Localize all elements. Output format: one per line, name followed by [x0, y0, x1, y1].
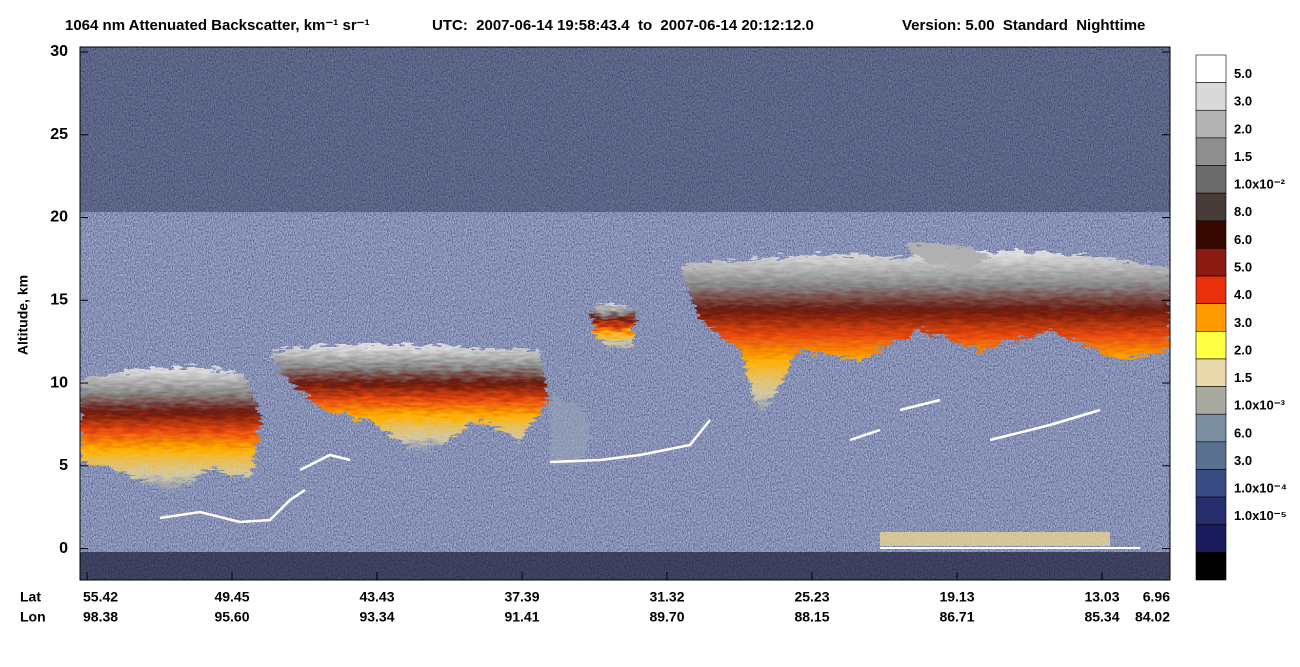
subsurface [80, 552, 1170, 580]
colorbar-swatch [1195, 109, 1227, 139]
colorbar-swatch [1195, 165, 1227, 194]
y-tick-label: 30 [50, 43, 68, 60]
cloud-line [549, 419, 711, 464]
colorbar-swatch [1195, 275, 1227, 304]
lon-label: Lon [20, 609, 46, 625]
upper-darkening [80, 47, 1170, 212]
lat-tick-label: 6.96 [1143, 589, 1170, 605]
lon-tick-label: 86.71 [939, 609, 974, 625]
colorbar-swatch [1195, 358, 1227, 387]
colorbar-swatch [1195, 552, 1227, 581]
colorbar-label: 6.0 [1234, 425, 1252, 440]
colorbar-swatch [1195, 413, 1227, 443]
colorbar-label: 5.0 [1234, 66, 1252, 81]
cloud-line [849, 408, 1101, 442]
colorbar-swatch [1195, 248, 1227, 277]
colorbar-swatch [1195, 82, 1227, 111]
colorbar-swatch [1195, 54, 1227, 83]
colorbar-swatch [1195, 220, 1227, 249]
lat-tick-label: 13.03 [1084, 589, 1119, 605]
cloud [80, 367, 262, 495]
lon-tick-label: 93.34 [359, 609, 394, 625]
plot-frame [79, 46, 1171, 581]
y-tick-label: 20 [50, 209, 68, 226]
lon-tick-label: 95.60 [214, 609, 249, 625]
colorbar-swatch [1195, 303, 1227, 332]
lon-tick-label: 85.34 [1084, 609, 1119, 625]
colorbar-label: 4.0 [1234, 287, 1252, 302]
chart-title: 1064 nm Attenuated Backscatter, km⁻¹ sr⁻… [65, 17, 370, 34]
lon-tick-label: 98.38 [83, 609, 118, 625]
colorbar-label: 1.0x10⁻⁴ [1234, 481, 1287, 496]
cloud [680, 250, 1170, 420]
lat-tick-label: 31.32 [649, 589, 684, 605]
colorbar-label: 2.0 [1234, 121, 1252, 136]
y-tick-label: 10 [50, 374, 68, 391]
lat-tick-label: 49.45 [214, 589, 249, 605]
colorbar-label: 1.5 [1234, 370, 1252, 385]
version: Version: 5.00 Standard Nighttime [902, 17, 1145, 34]
lat-tick-label: 55.42 [83, 589, 118, 605]
cloud [900, 243, 990, 270]
colorbar-label: 1.0x10⁻² [1234, 177, 1286, 192]
colorbar-label: 5.0 [1234, 259, 1252, 274]
lat-tick-label: 25.23 [794, 589, 829, 605]
colorbar-swatch [1195, 137, 1227, 166]
colorbar-label: 3.0 [1234, 94, 1252, 109]
lat-tick-label: 19.13 [939, 589, 974, 605]
colorbar-label: 3.0 [1234, 453, 1252, 468]
colorbar-swatch [1195, 496, 1227, 526]
lat-tick-label: 37.39 [504, 589, 539, 605]
colorbar-swatch [1195, 192, 1227, 222]
lon-tick-label: 89.70 [649, 609, 684, 625]
colorbar-label: 2.0 [1234, 342, 1252, 357]
colorbar-label: 6.0 [1234, 232, 1252, 247]
curtain-image [80, 47, 1170, 580]
lon-tick-label: 88.15 [794, 609, 829, 625]
surface-haze [880, 532, 1110, 546]
colorbar-label: 1.0x10⁻⁵ [1234, 508, 1287, 523]
clouds [80, 243, 1170, 495]
cloud-line [299, 453, 351, 472]
time-range: UTC: 2007-06-14 19:58:43.4 to 2007-06-14… [432, 17, 814, 34]
y-tick-label: 0 [59, 540, 68, 557]
lon-tick-label: 91.41 [504, 609, 539, 625]
cloud-line [159, 488, 306, 524]
colorbar-swatch [1195, 386, 1227, 415]
y-tick-label: 15 [50, 291, 68, 308]
cloud [590, 303, 636, 350]
colorbar-label: 3.0 [1234, 315, 1252, 330]
colorbar-swatch [1195, 469, 1227, 498]
lat-label: Lat [20, 589, 41, 605]
cloud [270, 344, 548, 455]
colorbar-swatch [1195, 441, 1227, 470]
colorbar-swatch [1195, 524, 1227, 553]
colorbar-label: 8.0 [1234, 204, 1252, 219]
colorbar-swatch [1195, 331, 1227, 360]
y-tick-label: 25 [50, 126, 68, 143]
cloud-line [899, 398, 941, 412]
colorbar-label: 1.5 [1234, 149, 1252, 164]
cloud [550, 399, 590, 465]
y-axis-label: Altitude, km [15, 275, 31, 355]
colorbar-label: 1.0x10⁻³ [1234, 398, 1286, 413]
lat-tick-label: 43.43 [359, 589, 394, 605]
low-cloud-lines [159, 398, 1101, 524]
y-tick-label: 5 [59, 457, 68, 474]
lon-tick-label: 84.02 [1135, 609, 1170, 625]
